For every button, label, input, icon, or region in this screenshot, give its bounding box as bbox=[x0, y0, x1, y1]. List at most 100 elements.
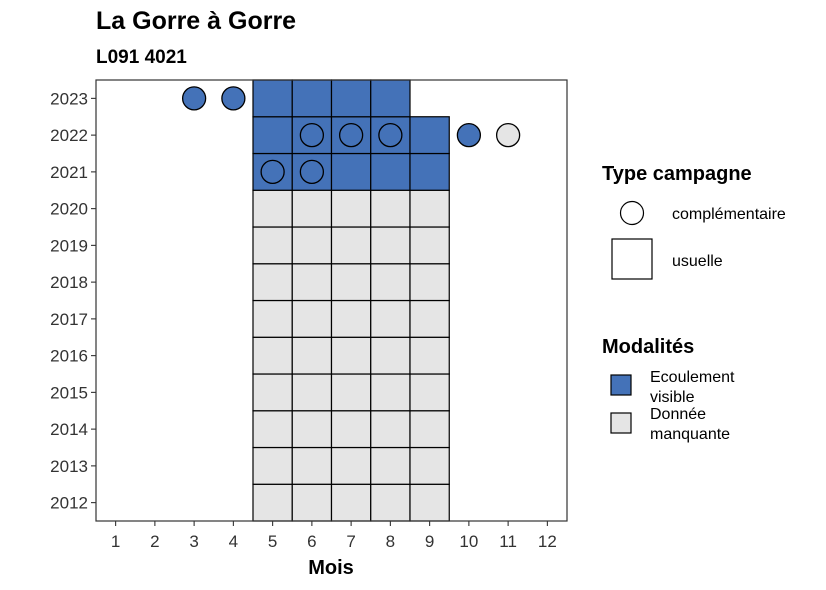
tile-usuelle-2013-8 bbox=[370, 446, 411, 485]
tile-usuelle-2017-7 bbox=[330, 299, 372, 338]
legend-label-ecoulement-line2: visible bbox=[650, 389, 695, 406]
tile-usuelle-2014-5 bbox=[252, 410, 293, 449]
tile-usuelle-2012-7 bbox=[330, 483, 372, 522]
tile-usuelle-2023-8 bbox=[370, 79, 411, 118]
y-tick-label-2022: 2022 bbox=[50, 126, 88, 145]
legend-label-donnee-line1: Donnée bbox=[650, 406, 706, 423]
x-tick-label-10: 10 bbox=[459, 532, 478, 551]
tile-usuelle-2016-9 bbox=[409, 336, 450, 375]
tile-usuelle-2018-6 bbox=[291, 263, 333, 302]
legend-label-complementaire: complémentaire bbox=[672, 206, 786, 223]
legend-modalites: Modalités Ecoulement visible Donnée manq… bbox=[602, 336, 735, 443]
plot-area bbox=[95, 79, 568, 522]
tile-usuelle-2018-7 bbox=[330, 263, 372, 302]
tile-usuelle-2023-6 bbox=[291, 79, 333, 118]
tile-usuelle-2012-5 bbox=[252, 483, 293, 522]
tile-usuelle-2020-6 bbox=[291, 189, 333, 228]
point-complementaire-2022-6 bbox=[299, 122, 325, 148]
tile-usuelle-2013-9 bbox=[409, 446, 450, 485]
y-tick-label-2013: 2013 bbox=[50, 457, 88, 476]
legend-label-usuelle: usuelle bbox=[672, 253, 723, 270]
tile-usuelle-2022-5 bbox=[252, 116, 293, 155]
x-tick-label-4: 4 bbox=[229, 532, 238, 551]
tile-usuelle-2016-7 bbox=[330, 336, 372, 375]
tile-usuelle-2019-8 bbox=[370, 226, 411, 265]
point-complementaire-2022-8 bbox=[378, 122, 403, 148]
legend-circle-swatch bbox=[619, 200, 645, 226]
x-axis: 1 2 3 4 5 6 7 8 9 10 11 12 bbox=[111, 521, 557, 551]
legend-type-campagne: Type campagne complémentaire usuelle bbox=[602, 163, 786, 280]
point-complementaire-2021-5 bbox=[260, 159, 285, 185]
tile-usuelle-2013-6 bbox=[291, 446, 333, 485]
tile-usuelle-2015-5 bbox=[252, 373, 293, 412]
legend-swatch-donnee-manquante bbox=[610, 412, 632, 434]
tile-usuelle-2019-7 bbox=[330, 226, 372, 265]
tile-usuelle-2023-7 bbox=[330, 79, 372, 118]
x-tick-label-11: 11 bbox=[499, 532, 517, 551]
tile-usuelle-2014-6 bbox=[291, 410, 333, 449]
tile-usuelle-2016-6 bbox=[291, 336, 333, 375]
point-complementaire-2023-4 bbox=[221, 86, 246, 111]
legend-label-ecoulement-line1: Ecoulement bbox=[650, 369, 735, 386]
tile-usuelle-2018-8 bbox=[370, 263, 411, 302]
tile-usuelle-2020-7 bbox=[330, 189, 372, 228]
x-tick-label-8: 8 bbox=[386, 532, 395, 551]
tile-usuelle-2016-8 bbox=[370, 336, 411, 375]
tile-usuelle-2021-8 bbox=[370, 152, 411, 191]
tile-usuelle-2013-7 bbox=[330, 446, 372, 485]
x-axis-title: Mois bbox=[308, 557, 354, 579]
point-complementaire-2021-6 bbox=[299, 159, 325, 185]
legend-label-donnee-line2: manquante bbox=[650, 426, 730, 443]
point-complementaire-2022-11 bbox=[495, 122, 521, 148]
x-tick-label-3: 3 bbox=[189, 532, 198, 551]
tile-usuelle-2019-9 bbox=[409, 226, 450, 265]
tile-usuelle-2023-5 bbox=[252, 79, 293, 118]
tile-usuelle-2020-9 bbox=[409, 189, 450, 228]
tile-usuelle-2018-5 bbox=[252, 263, 293, 302]
tile-usuelle-2017-6 bbox=[291, 299, 333, 338]
tile-usuelle-2017-9 bbox=[409, 299, 450, 338]
tile-usuelle-2016-5 bbox=[252, 336, 293, 375]
tile-usuelle-2014-8 bbox=[370, 410, 411, 449]
tile-usuelle-2012-9 bbox=[409, 483, 450, 522]
legend-type-title: Type campagne bbox=[602, 163, 752, 185]
tile-usuelle-2012-8 bbox=[370, 483, 411, 522]
tile-usuelle-2015-9 bbox=[409, 373, 450, 412]
x-tick-label-1: 1 bbox=[111, 532, 120, 551]
panel-border bbox=[95, 79, 568, 522]
tile-usuelle-2014-7 bbox=[330, 410, 372, 449]
y-tick-label-2016: 2016 bbox=[50, 347, 88, 366]
chart-subtitle: L091 4021 bbox=[96, 47, 187, 68]
legend-square-swatch bbox=[611, 238, 653, 280]
tile-usuelle-2019-6 bbox=[291, 226, 333, 265]
point-complementaire-2022-10 bbox=[456, 122, 482, 148]
tile-usuelle-2017-5 bbox=[252, 299, 293, 338]
tile-usuelle-2012-6 bbox=[291, 483, 333, 522]
y-tick-label-2012: 2012 bbox=[50, 494, 88, 513]
x-tick-label-7: 7 bbox=[346, 532, 355, 551]
tile-usuelle-2015-7 bbox=[330, 373, 372, 412]
tile-usuelle-2020-8 bbox=[370, 189, 411, 228]
y-tick-label-2018: 2018 bbox=[50, 273, 88, 292]
y-tick-label-2020: 2020 bbox=[50, 200, 88, 219]
x-tick-label-6: 6 bbox=[307, 532, 316, 551]
tile-usuelle-2021-7 bbox=[330, 152, 372, 191]
y-tick-label-2021: 2021 bbox=[50, 163, 88, 182]
y-tick-label-2014: 2014 bbox=[50, 420, 88, 439]
tile-usuelle-2015-6 bbox=[291, 373, 333, 412]
y-axis: 2012 2013 2014 2015 2016 2017 2018 2019 2020 2021… bbox=[50, 89, 96, 513]
y-tick-label-2019: 2019 bbox=[50, 236, 88, 255]
point-complementaire-2023-3 bbox=[181, 86, 207, 111]
x-tick-label-5: 5 bbox=[268, 532, 277, 551]
tile-usuelle-2021-9 bbox=[409, 152, 450, 191]
tile-usuelle-2018-9 bbox=[409, 263, 450, 302]
tile-usuelle-2014-9 bbox=[409, 410, 450, 449]
y-tick-label-2017: 2017 bbox=[50, 310, 88, 329]
x-tick-label-12: 12 bbox=[538, 532, 557, 551]
tile-usuelle-2019-5 bbox=[252, 226, 293, 265]
tile-usuelle-2017-8 bbox=[370, 299, 411, 338]
x-tick-label-2: 2 bbox=[150, 532, 159, 551]
legend-swatch-ecoulement-visible bbox=[610, 374, 632, 396]
tile-usuelle-2015-8 bbox=[370, 373, 411, 412]
